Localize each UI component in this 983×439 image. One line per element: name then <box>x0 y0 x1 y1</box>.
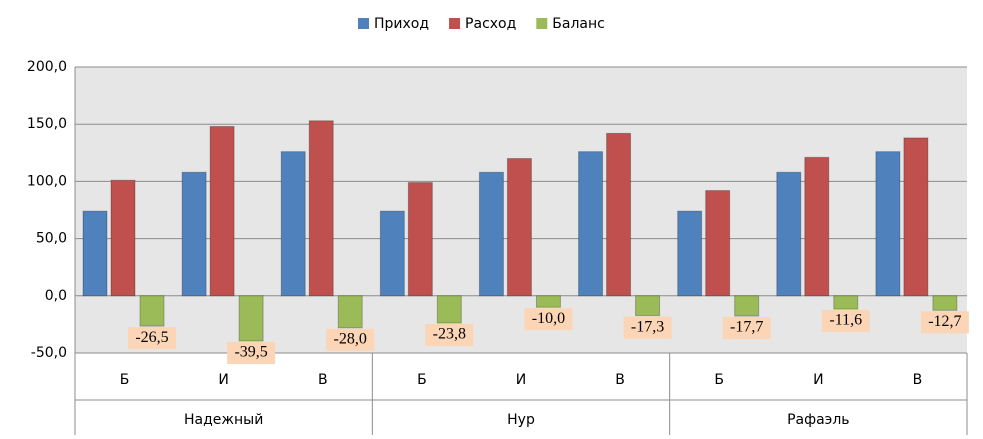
data-label-bg <box>821 310 870 333</box>
x-tick-label: В <box>318 372 328 388</box>
x-tick-label: В <box>913 372 923 388</box>
bar <box>308 120 334 297</box>
data-label: -23,8 <box>433 326 466 343</box>
bar <box>833 295 859 310</box>
data-label-bg <box>722 317 771 340</box>
group-label: Рафаэль <box>787 412 849 428</box>
bar <box>436 295 462 324</box>
bar <box>337 295 363 329</box>
x-tick-label: Б <box>417 372 427 388</box>
data-label-bg <box>623 316 672 339</box>
data-label: -39,5 <box>234 344 267 361</box>
data-label: -12,7 <box>928 313 961 330</box>
data-label-bg <box>326 328 375 351</box>
bar <box>635 295 661 317</box>
x-tick-label: И <box>218 372 228 388</box>
group-label: Надежный <box>184 412 263 428</box>
bar <box>139 295 165 327</box>
bar <box>705 190 731 297</box>
data-label: -17,3 <box>631 318 664 335</box>
y-tick-label: 150,0 <box>27 116 67 132</box>
data-label: -10,0 <box>532 310 565 327</box>
legend-swatch <box>449 18 461 29</box>
legend-swatch <box>536 18 548 29</box>
bar <box>903 137 929 297</box>
data-label-bg <box>920 311 969 334</box>
bar <box>506 158 532 297</box>
legend-label: Приход <box>374 16 429 32</box>
bar <box>181 171 207 297</box>
bar <box>379 210 405 297</box>
x-tick-label: Б <box>714 372 724 388</box>
x-tick-label: Б <box>120 372 130 388</box>
data-label: -11,6 <box>829 312 862 329</box>
data-label: -26,5 <box>135 329 168 346</box>
bar <box>932 295 958 311</box>
x-tick-label: И <box>813 372 823 388</box>
bar <box>110 179 136 297</box>
y-tick-label: 200,0 <box>27 59 67 75</box>
bar <box>82 210 108 297</box>
bar <box>407 182 433 297</box>
data-label-bg <box>524 308 573 331</box>
bar <box>478 171 504 297</box>
y-tick-label: -50,0 <box>31 345 67 361</box>
legend-label: Расход <box>465 16 516 32</box>
bar <box>238 295 264 342</box>
bar <box>578 151 604 297</box>
group-label: Нур <box>507 412 535 428</box>
bar <box>804 156 830 297</box>
x-tick-label: И <box>516 372 526 388</box>
x-tick-label: В <box>615 372 625 388</box>
bar <box>875 151 901 297</box>
bar <box>535 295 561 308</box>
bar <box>734 295 760 317</box>
bar <box>280 151 306 297</box>
bar <box>209 125 235 297</box>
data-label-bg <box>128 327 176 350</box>
y-tick-label: 100,0 <box>27 173 67 189</box>
data-label-bg <box>227 341 276 364</box>
data-label: -17,7 <box>730 319 763 336</box>
bar <box>776 171 802 297</box>
bar <box>606 132 632 297</box>
y-tick-label: 0,0 <box>45 288 67 304</box>
data-label: -28,0 <box>334 331 367 348</box>
legend-swatch <box>358 18 369 29</box>
y-tick-label: 50,0 <box>36 231 67 247</box>
legend-label: Баланс <box>552 16 605 32</box>
bar <box>677 210 703 297</box>
data-label-bg <box>425 324 474 347</box>
